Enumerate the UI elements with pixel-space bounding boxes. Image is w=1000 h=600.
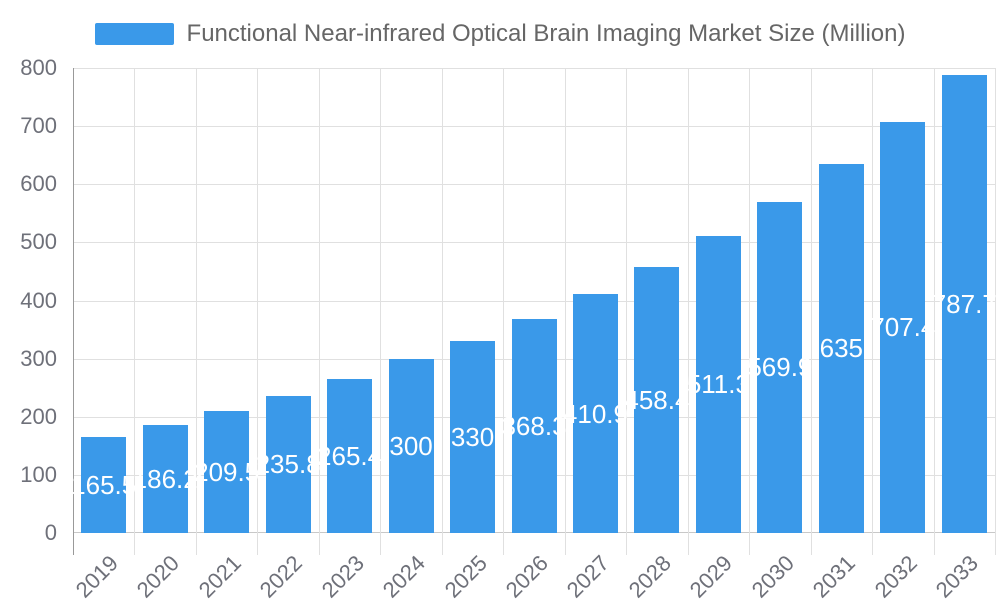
bar-2030[interactable] (757, 201, 803, 533)
bar-value-label: 186.2 (132, 463, 198, 494)
bar-2033[interactable] (941, 75, 987, 533)
bar-2019[interactable] (81, 436, 127, 533)
grid-hline (73, 184, 995, 186)
bar-value-label: 787.7 (931, 289, 997, 320)
bar-value-label: 511.3 (686, 369, 750, 400)
bar-2028[interactable] (634, 266, 680, 533)
grid-vline (626, 68, 628, 555)
bar-value-label: 458.4 (624, 384, 690, 415)
bar-2022[interactable] (265, 395, 311, 533)
grid-hline (73, 68, 995, 69)
grid-hline (73, 126, 995, 128)
grid-vline (995, 68, 996, 555)
y-tick-label: 200 (20, 403, 57, 429)
grid-vline (318, 68, 320, 555)
bar-value-label: 635 (819, 333, 864, 364)
grid-vline (195, 68, 197, 555)
bar-2027[interactable] (572, 294, 618, 533)
grid-vline (687, 68, 689, 555)
y-tick-label: 100 (20, 461, 57, 487)
grid-vline (503, 68, 505, 555)
bar-value-label: 235.8 (255, 449, 321, 480)
bar-value-label: 569.9 (747, 352, 813, 383)
bar-2032[interactable] (880, 121, 926, 533)
x-tick-label: 2019 (70, 550, 123, 600)
bar-2023[interactable] (327, 378, 373, 533)
bar-value-label: 707.4 (870, 312, 936, 343)
bar-2025[interactable] (450, 341, 496, 533)
grid-vline (380, 68, 382, 555)
grid-vline (810, 68, 812, 555)
grid-vline (872, 68, 874, 555)
bar-value-label: 330 (450, 422, 495, 453)
y-tick-label: 800 (20, 55, 57, 80)
bar-2024[interactable] (388, 358, 434, 533)
grid-hline (73, 300, 995, 302)
bar-2026[interactable] (511, 318, 557, 533)
bar-2031[interactable] (818, 163, 864, 533)
legend-swatch (94, 23, 174, 45)
y-tick-label: 400 (20, 287, 57, 313)
plot-area: 165.5 186.2 209.5 235.8 265.4 300 330 368.3 410.… (71, 68, 997, 555)
y-axis-line (73, 68, 74, 555)
grid-vline (564, 68, 566, 555)
grid-vline (134, 68, 136, 555)
bar-value-label: 368.3 (501, 410, 567, 441)
grid-hline (73, 242, 995, 244)
bar-2021[interactable] (204, 411, 250, 533)
bar-value-label: 165.5 (71, 469, 137, 500)
bar-2029[interactable] (695, 235, 741, 533)
legend-label: Functional Near-infrared Optical Brain I… (186, 20, 906, 47)
y-tick-label: 0 (44, 520, 57, 545)
y-tick-label: 600 (20, 171, 57, 197)
grid-vline (257, 68, 259, 555)
legend-item[interactable]: Functional Near-infrared Optical Brain I… (0, 20, 1000, 48)
grid-vline (933, 68, 935, 555)
bar-value-label: 300 (389, 430, 433, 461)
bar-2020[interactable] (142, 424, 188, 533)
y-tick-label: 700 (20, 113, 57, 139)
y-tick-label: 300 (20, 345, 57, 371)
bar-value-label: 265.4 (317, 440, 383, 471)
bar-value-label: 209.5 (194, 457, 260, 488)
grid-vline (749, 68, 751, 555)
grid-vline (441, 68, 443, 555)
y-tick-label: 500 (20, 229, 57, 255)
bar-value-label: 410.9 (562, 398, 628, 429)
